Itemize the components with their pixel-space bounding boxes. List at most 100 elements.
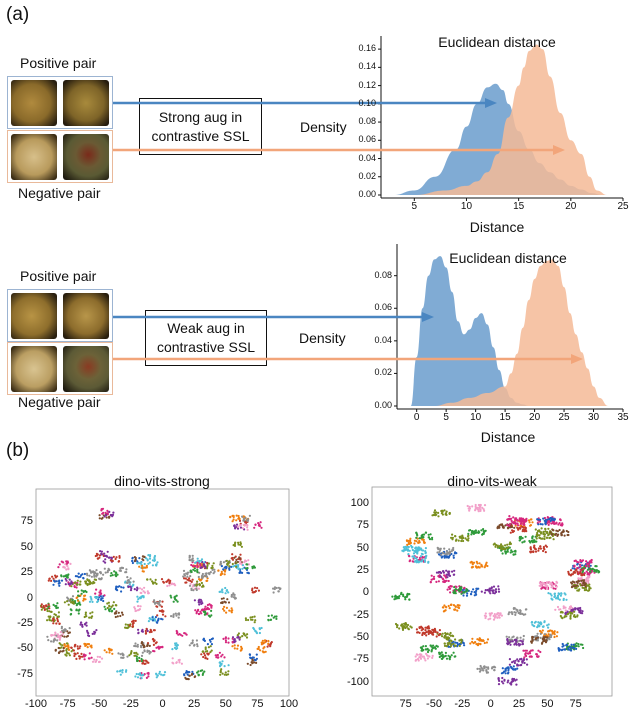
- scatter-point: [84, 589, 87, 593]
- scatter-point: [102, 560, 105, 563]
- scatter-point: [404, 626, 407, 630]
- positive-density-area: [393, 83, 603, 195]
- scatter-point: [158, 599, 161, 603]
- scatter-point: [586, 573, 589, 576]
- scatter-point: [213, 570, 216, 573]
- scatter-point: [104, 608, 107, 611]
- scatter-point: [91, 611, 94, 614]
- scatter-point: [261, 641, 264, 644]
- scatter-point: [144, 659, 147, 662]
- scatter-point: [93, 632, 96, 635]
- scatter-point: [90, 656, 93, 659]
- scatter-point: [121, 669, 124, 672]
- scatter-point: [153, 650, 156, 653]
- augmentation-line: contrastive SSL: [151, 127, 250, 144]
- scatter-point: [50, 634, 53, 637]
- scatter-point: [272, 591, 275, 594]
- scatter-point: [113, 570, 116, 573]
- scatter-point: [144, 632, 147, 635]
- scatter-point: [249, 616, 252, 619]
- scatter-point: [480, 590, 483, 593]
- scatter-point: [172, 613, 175, 616]
- scatter-point: [201, 650, 205, 653]
- scatter-point: [532, 539, 535, 542]
- scatter-point: [205, 607, 208, 611]
- scatter-point: [125, 568, 128, 571]
- scatter-point: [185, 670, 188, 673]
- scatter-point: [55, 634, 58, 637]
- scatter-point: [224, 671, 227, 674]
- scatter-point: [249, 656, 252, 659]
- scatter-point: [204, 566, 207, 569]
- scatter-point: [244, 523, 247, 526]
- scatter-point: [406, 594, 409, 597]
- scatter-point: [148, 644, 151, 648]
- scatter-point: [140, 641, 144, 644]
- scatter-point: [184, 671, 188, 674]
- scatter-point: [105, 514, 108, 517]
- scatter-point: [241, 527, 244, 530]
- scatter-point: [196, 643, 199, 646]
- scatter-point: [138, 656, 141, 660]
- scatter-point: [224, 592, 227, 595]
- scatter-point: [100, 577, 103, 580]
- scatter-point: [222, 637, 225, 641]
- scatter-point: [199, 566, 202, 570]
- scatter-point: [245, 560, 248, 563]
- y-tick-label: -75: [17, 667, 33, 680]
- scatter-point: [68, 627, 71, 630]
- scatter-point: [168, 584, 171, 587]
- scatter-point: [432, 575, 436, 578]
- scatter-point: [260, 626, 263, 630]
- scatter-point: [42, 604, 45, 608]
- negative-pair-label: Negative pair: [18, 394, 101, 410]
- x-axis-title: Distance: [469, 219, 525, 235]
- scatter-point: [92, 570, 95, 573]
- scatter-point: [231, 558, 235, 561]
- scatter-point: [58, 642, 61, 645]
- arrow-head: [485, 98, 497, 108]
- scatter-point: [543, 535, 546, 538]
- scatter-point: [78, 583, 81, 586]
- y-tick-label: 0.08: [358, 116, 376, 127]
- scatter-point: [228, 568, 231, 571]
- scatter-point: [84, 644, 87, 648]
- scatter-point: [118, 556, 121, 559]
- scatter-point: [221, 591, 224, 594]
- scatter-point: [199, 564, 202, 567]
- scatter-point: [136, 643, 139, 646]
- scatter-point: [255, 661, 258, 665]
- scatter-point: [189, 569, 192, 573]
- scatter-point: [234, 541, 237, 544]
- scatter-point: [232, 596, 235, 599]
- fundus-image: [63, 346, 109, 392]
- scatter-point: [111, 604, 114, 607]
- scatter-point: [247, 559, 250, 562]
- scatter-point: [241, 564, 245, 567]
- scatter-point: [155, 646, 158, 649]
- scatter-point: [167, 578, 170, 581]
- scatter-point: [222, 607, 225, 611]
- scatter-point: [59, 650, 62, 653]
- scatter-point: [246, 633, 249, 636]
- scatter-point: [227, 641, 230, 644]
- scatter-point: [124, 571, 127, 574]
- scatter-point: [169, 594, 172, 597]
- scatter-point: [586, 568, 590, 571]
- scatter-point: [98, 517, 101, 520]
- scatter-point: [64, 575, 67, 578]
- scatter-point: [99, 572, 102, 575]
- scatter-point: [543, 516, 547, 520]
- scatter-point: [88, 569, 91, 572]
- scatter-point: [78, 608, 81, 611]
- scatter-point: [90, 575, 93, 578]
- scatter-point: [225, 567, 228, 570]
- scatter-point: [491, 589, 494, 592]
- scatter-point: [203, 670, 206, 673]
- scatter-point: [221, 660, 224, 663]
- augmentation-box: Weak aug in contrastive SSL: [145, 310, 267, 366]
- scatter-point: [151, 616, 154, 619]
- scatter-point: [141, 643, 144, 646]
- scatter-point: [247, 518, 250, 521]
- y-tick-label: -50: [353, 631, 369, 644]
